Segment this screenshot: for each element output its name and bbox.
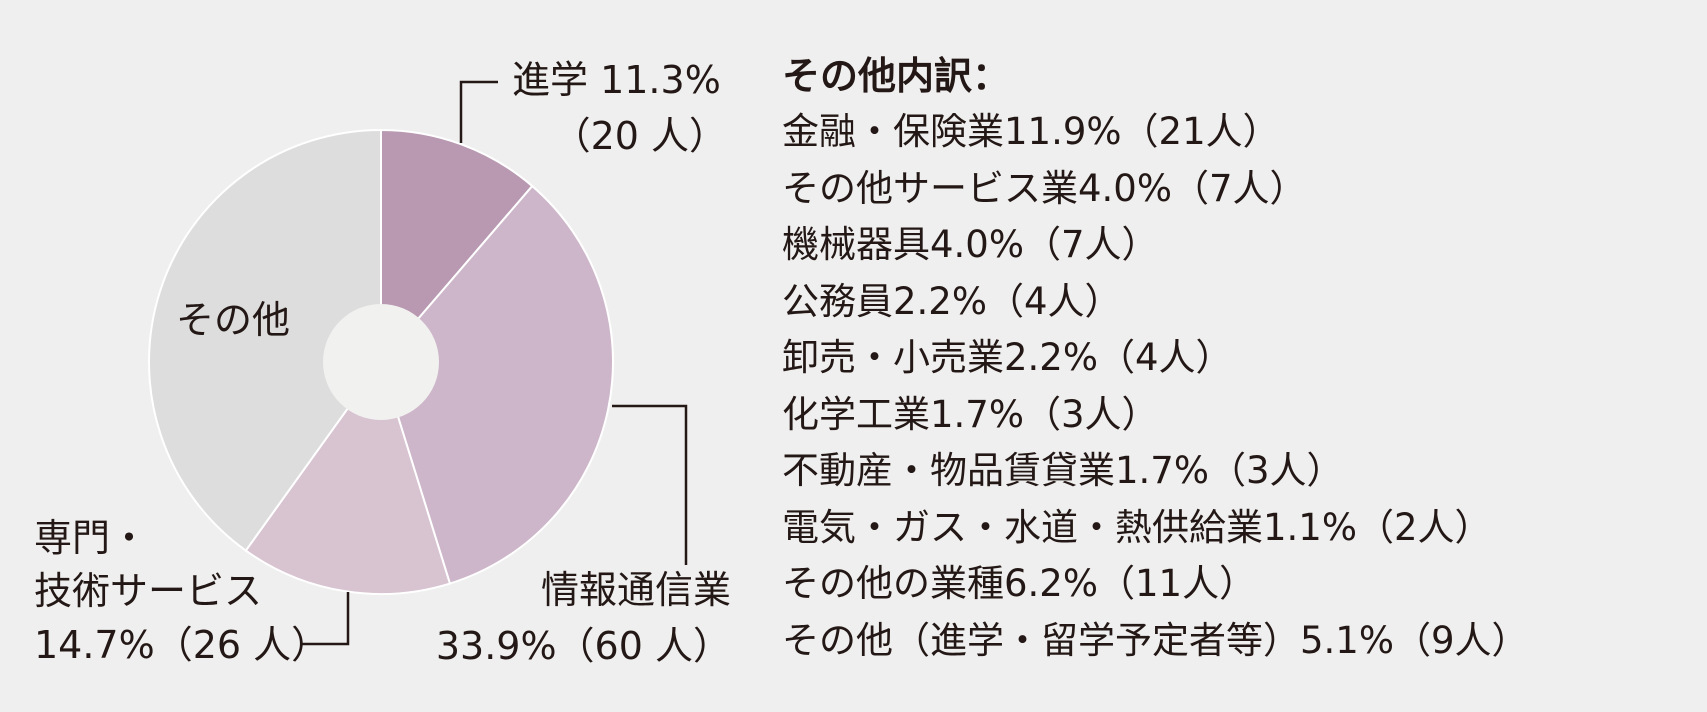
breakdown-list: その他内訳： 金融・保険業11.9%（21人） その他サービス業4.0%（7人）… [782,48,1529,669]
label-joho-name: 情報通信業 [540,568,731,612]
leader-line-joho [612,404,688,565]
label-shingaku-count: （20 人） [552,114,727,158]
breakdown-item: 公務員2.2%（4人） [782,279,1122,323]
breakdown-item: 電気・ガス・水道・熱供給業1.1%（2人） [782,505,1492,549]
breakdown-item: 化学工業1.7%（3人） [782,392,1159,436]
label-sonota: その他 [176,298,291,342]
donut-slices [148,128,614,595]
breakdown-item: その他の業種6.2%（11人） [782,562,1257,605]
slice-3 [148,128,382,552]
slice-2 [244,359,452,595]
breakdown-item: その他（進学・留学予定者等）5.1%（9人） [782,618,1529,662]
breakdown-item: 機械器具4.0%（7人） [782,223,1159,266]
breakdown-item: 不動産・物品賃貸業1.7%（3人） [782,449,1344,492]
label-joho-value: 33.9%（60 人） [435,624,731,668]
leader-line-senmon [302,592,350,646]
label-shingaku-percent: 進学 11.3% [512,58,721,102]
donut-chart [148,80,688,646]
breakdown-item: その他サービス業4.0%（7人） [782,166,1307,210]
label-senmon-line2: 技術サービス [34,569,263,613]
label-senmon-line1: 専門・ [34,516,149,560]
breakdown-title: その他内訳： [782,54,1011,98]
breakdown-item: 卸売・小売業2.2%（4人） [782,336,1233,379]
slice-1 [379,184,614,585]
donut-hole [323,304,439,420]
breakdown-item: 金融・保険業11.9%（21人） [782,110,1280,153]
label-senmon-line3: 14.7%（26 人） [34,623,330,667]
leader-line-shingaku [459,80,498,143]
slice-0 [380,128,534,365]
